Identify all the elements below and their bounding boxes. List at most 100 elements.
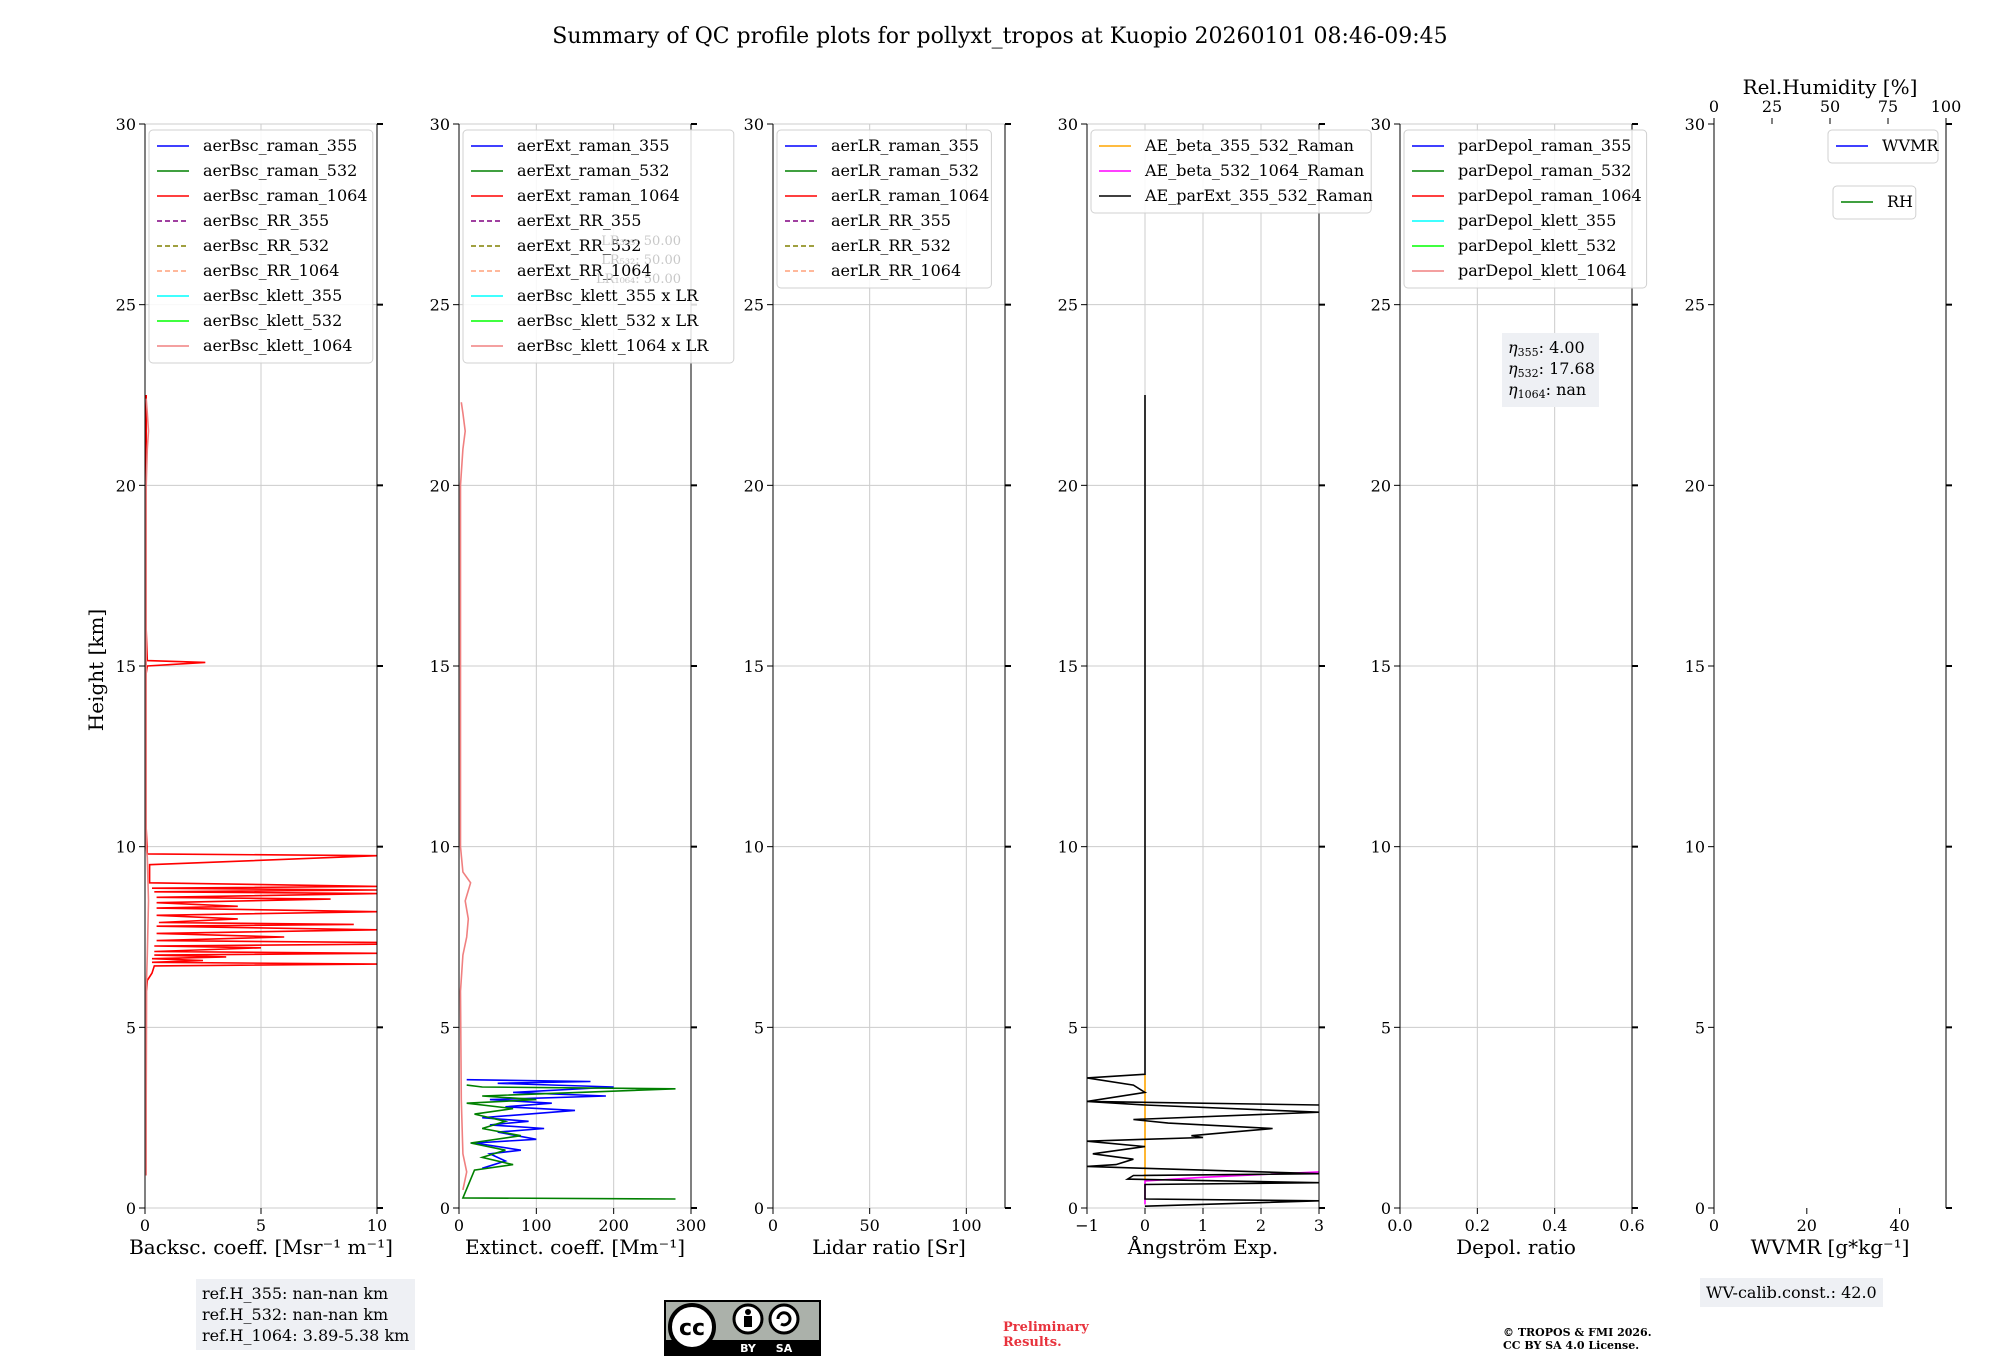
x-tick-label: 300 [676,1216,707,1235]
y-tick-label: 25 [430,296,450,315]
lidar-ratio-annotation: LR₅₃₂: 50.00 [601,253,681,268]
y-tick-label: 25 [1058,296,1078,315]
legend-entry-label: aerBsc_klett_532 [203,311,342,330]
legend-entry-label: aerExt_RR_532 [517,236,641,255]
legend-frame [1827,129,1939,164]
figure-title: Summary of QC profile plots for pollyxt_… [552,24,1447,49]
legend-frame [776,129,992,289]
cc-text: cc [679,1316,705,1341]
y-tick-label: 0 [1068,1199,1078,1218]
y-tick-label: 5 [1695,1018,1705,1037]
x-tick-label: 0.6 [1619,1216,1644,1235]
legend-entry-label: aerBsc_klett_532 x LR [517,311,699,330]
y-tick-label: 25 [116,296,136,315]
legend: WVMR [1827,129,1939,164]
y-axis-label: Height [km] [84,609,108,731]
y-tick-label: 5 [1381,1018,1391,1037]
legend-entry-label: aerExt_RR_355 [517,211,641,230]
legend-entry-label: parDepol_raman_355 [1458,136,1631,155]
series-line-aerBsc_raman_1064 [145,395,377,1176]
top-x-tick-label: 0 [1709,97,1719,116]
legend: aerBsc_raman_355 aerBsc_raman_532 aerBsc_r… [148,129,374,364]
series-line-aerBsc_klett_1064 x LR [459,402,472,1191]
wv-calibration-constant: WV-calib.const.: 42.0 [1706,1283,1877,1302]
series-line-aerExt_raman_355 [466,1078,614,1170]
y-tick-label: 0 [440,1199,450,1218]
copyright-line-1: © TROPOS & FMI 2026. [1503,1326,1652,1339]
cc-license-logo: cc BY SA [664,1300,821,1356]
x-tick-label: 0.0 [1387,1216,1412,1235]
x-tick-label: 0 [454,1216,464,1235]
y-tick-label: 20 [430,476,450,495]
series-line-AE_parExt_355_532_Raman [1087,395,1319,1207]
legend-entry-label: aerExt_raman_1064 [517,186,680,205]
x-tick-label: 10 [367,1216,387,1235]
x-tick-label: 0.4 [1542,1216,1567,1235]
x-tick-label: 0 [1709,1216,1719,1235]
legend-entry-label: aerExt_RR_1064 [517,261,652,280]
y-tick-label: 20 [744,476,764,495]
y-tick-label: 20 [1058,476,1078,495]
y-tick-label: 5 [1068,1018,1078,1037]
y-tick-label: 5 [126,1018,136,1037]
legend-entry-label: aerLR_RR_532 [831,236,951,255]
y-tick-label: 20 [1685,476,1705,495]
preliminary-line-2: Results. [1003,1335,1062,1350]
legend: aerLR_raman_355 aerLR_raman_532 aerLR_rama… [776,129,992,289]
x-axis-label: WVMR [g*kg⁻¹] [1751,1235,1910,1259]
y-tick-label: 10 [1371,838,1391,857]
lidar-ratio-annotation: LR₁₀₆₄: 50.00 [596,272,681,287]
ref-height-355: ref.H_355: nan-nan km [202,1284,389,1303]
eta-entry: η532: 17.68 [1508,359,1595,380]
wv-calibration-box: WV-calib.const.: 42.0 [1700,1278,1883,1307]
legend-entry-label: aerBsc_RR_1064 [203,261,339,280]
x-tick-label: 3 [1314,1216,1324,1235]
x-tick-label: 100 [521,1216,552,1235]
legend-frame [148,129,374,364]
legend-entry-label: parDepol_raman_1064 [1458,186,1642,205]
legend-entry-label: aerBsc_raman_1064 [203,186,368,205]
legend-entry-label: aerLR_raman_1064 [831,186,989,205]
x-tick-label: 1 [1198,1216,1208,1235]
eta-entry: η1064: nan [1508,380,1586,401]
legend-entry-label: parDepol_klett_1064 [1458,261,1627,280]
copyright-note: © TROPOS & FMI 2026. CC BY SA 4.0 Licens… [1503,1326,1652,1352]
cc-by-label: BY [740,1342,757,1355]
x-tick-label: 2 [1256,1216,1266,1235]
ref-height-532: ref.H_532: nan-nan km [202,1305,389,1324]
ref-height-1064: ref.H_1064: 3.89-5.38 km [202,1326,410,1345]
y-tick-label: 10 [430,838,450,857]
legend-entry-label: aerLR_RR_1064 [831,261,961,280]
legend-frame [1090,129,1372,214]
legend-entry-label: aerBsc_klett_1064 [203,336,352,355]
legend-entry-label: aerExt_raman_355 [517,136,670,155]
share-alike-icon [768,1303,800,1335]
y-tick-label: 30 [1058,115,1078,134]
y-tick-label: 0 [126,1199,136,1218]
x-tick-label: 100 [951,1216,982,1235]
reference-height-box: ref.H_355: nan-nan km ref.H_532: nan-nan… [196,1279,416,1350]
legend-entry-label: aerBsc_klett_1064 x LR [517,336,709,355]
x-axis-label: Extinct. coeff. [Mm⁻¹] [465,1235,685,1259]
x-axis-label: Ångström Exp. [1127,1234,1278,1259]
legend-entry-label: aerBsc_RR_355 [203,211,329,230]
y-tick-label: 30 [116,115,136,134]
x-tick-label: 40 [1889,1216,1909,1235]
top-x-axis-label: Rel.Humidity [%] [1743,75,1918,99]
y-tick-label: 15 [430,657,450,676]
series-line-aerExt_raman_532 [461,1084,676,1200]
legend: AE_beta_355_532_Raman AE_beta_532_1064_Ra… [1090,129,1373,214]
y-tick-label: 30 [1371,115,1391,134]
legend-entry-label: aerBsc_klett_355 x LR [517,286,699,305]
y-tick-label: 0 [754,1199,764,1218]
legend: parDepol_raman_355 parDepol_raman_532 parD… [1403,129,1648,289]
y-tick-label: 30 [430,115,450,134]
legend-entry-label: parDepol_klett_532 [1458,236,1616,255]
x-axis-label: Depol. ratio [1456,1235,1576,1259]
legend-entry-label: WVMR [1882,136,1939,155]
legend-entry-label: aerBsc_klett_355 [203,286,342,305]
